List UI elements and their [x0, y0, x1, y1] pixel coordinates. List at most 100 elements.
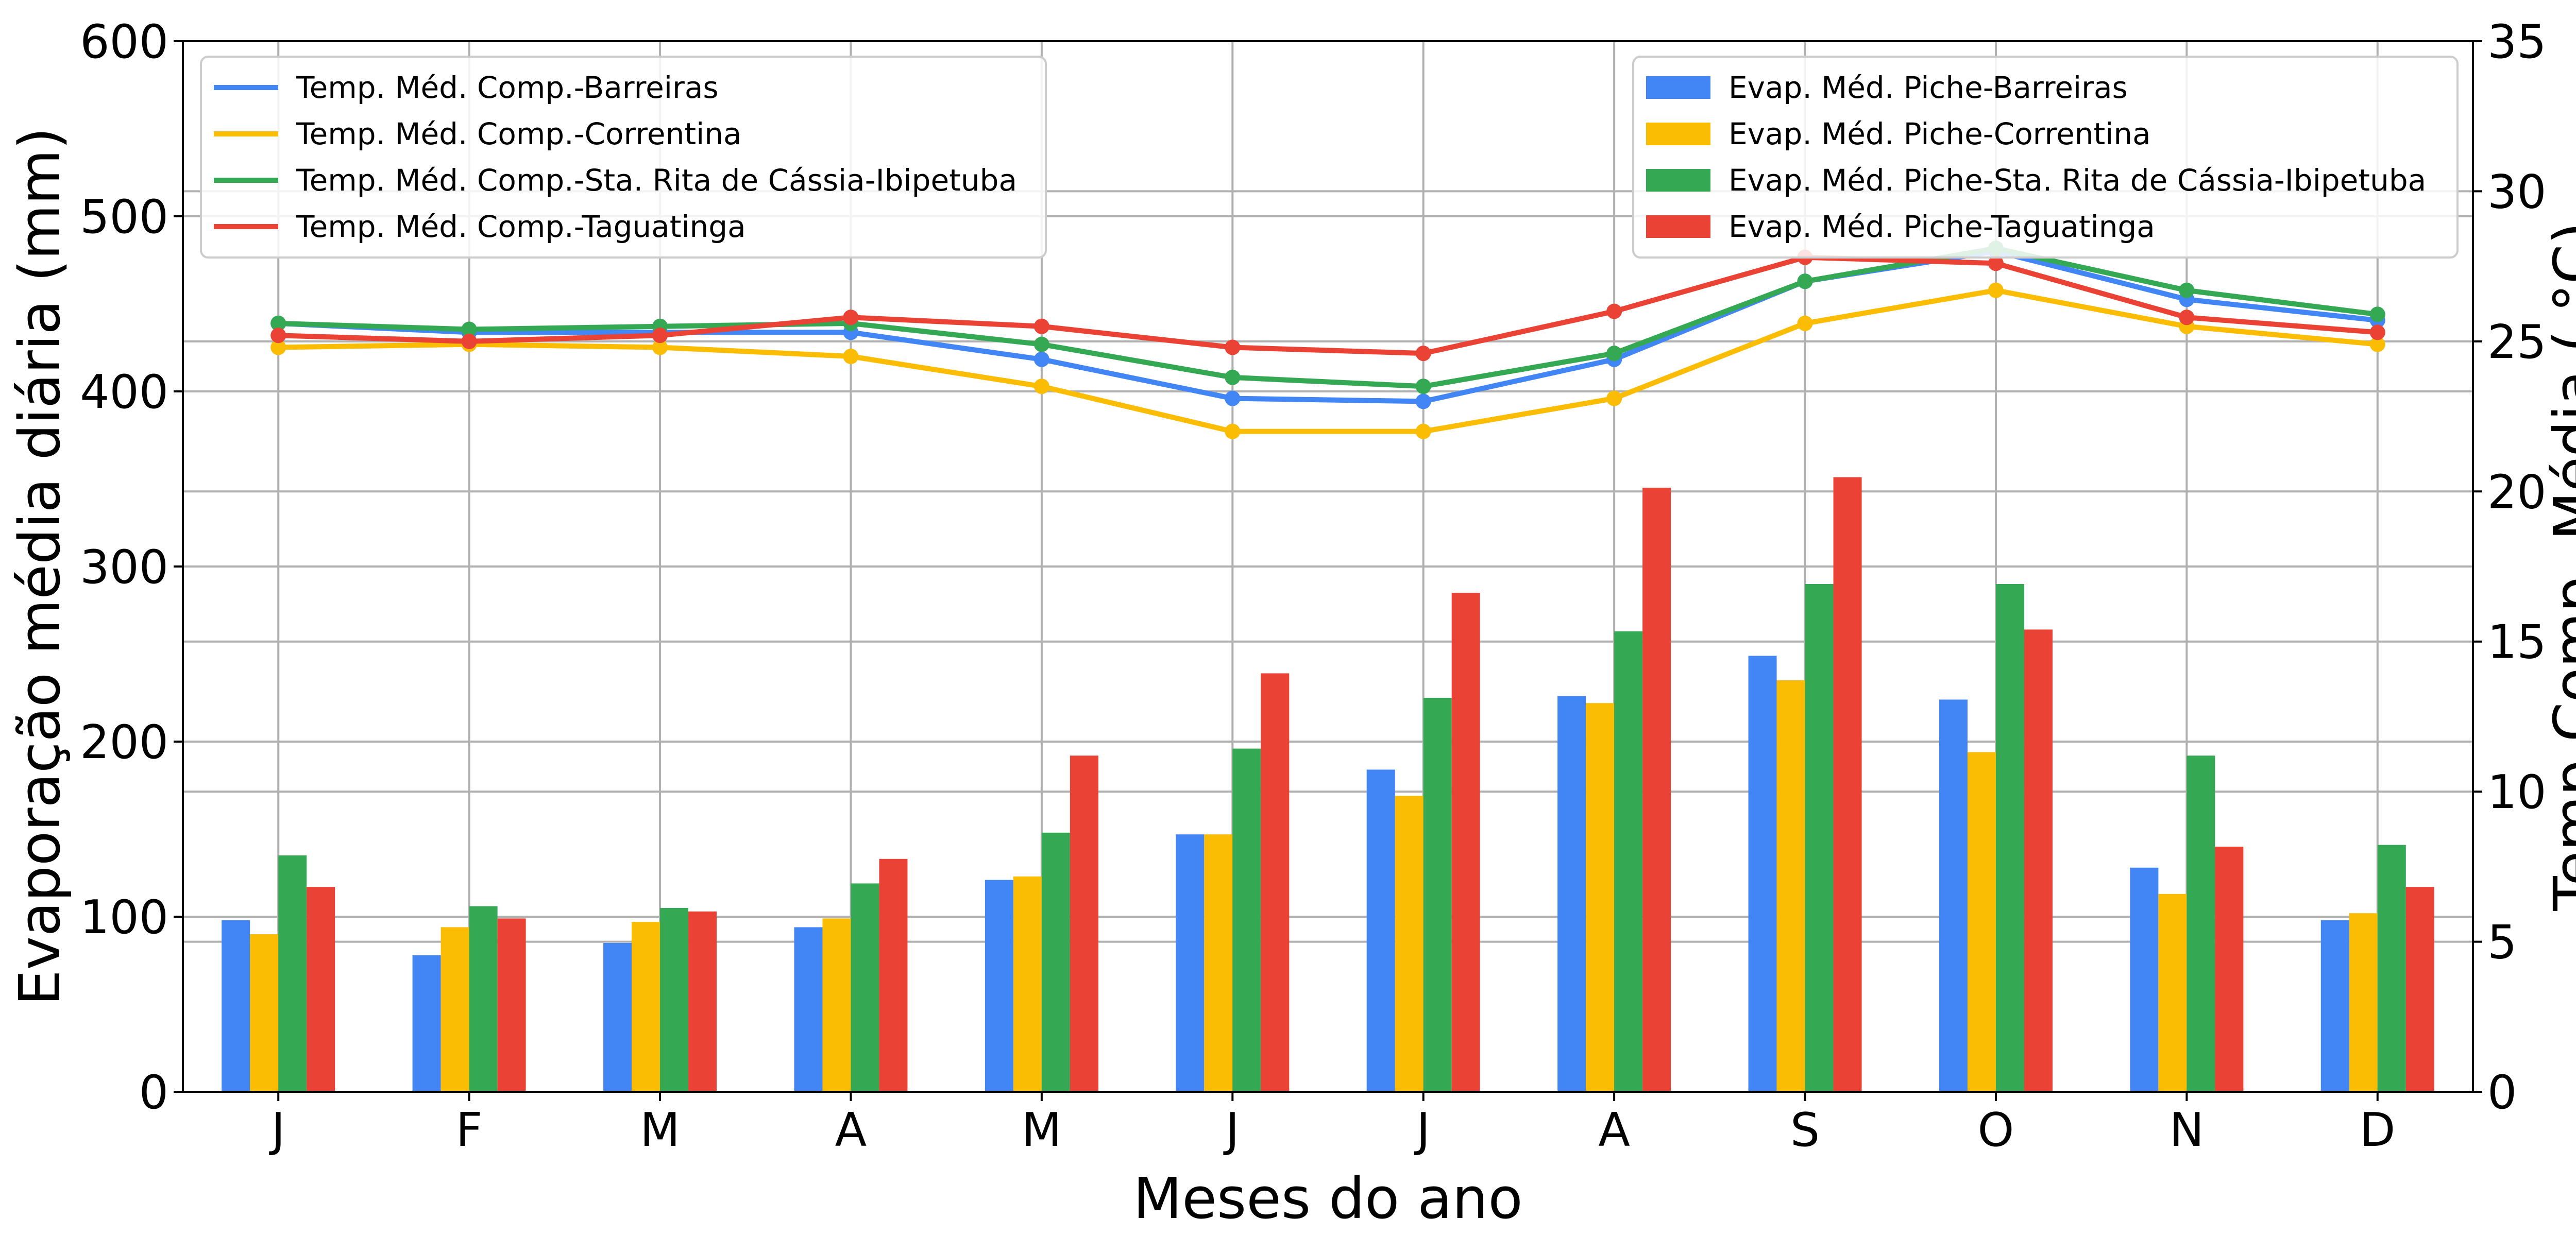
line-point [1988, 255, 2004, 271]
x-tick-label: A [835, 1103, 867, 1157]
line-point [1225, 423, 1241, 439]
bar [985, 880, 1013, 1092]
y-left-tick-label: 300 [80, 540, 168, 594]
bar [2024, 629, 2053, 1092]
legend-label: Temp. Méd. Comp.-Correntina [296, 116, 742, 151]
y-right-tick-label: 15 [2487, 615, 2547, 670]
bar [222, 920, 250, 1092]
line-point [652, 328, 668, 344]
bar [2158, 894, 2187, 1092]
y-right-tick-label: 20 [2487, 465, 2547, 519]
y-left-tick-label: 400 [80, 365, 168, 419]
legend-bars: Evap. Méd. Piche-Barreiras Evap. Méd. Pic… [1632, 56, 2459, 259]
line-point [270, 328, 286, 344]
x-tick-label: F [456, 1103, 483, 1157]
legend-label: Temp. Méd. Comp.-Taguatinga [296, 209, 746, 244]
line-point [461, 321, 477, 337]
line-point [1415, 346, 1431, 362]
y-right-tick-label: 10 [2487, 765, 2547, 819]
line-point [1606, 303, 1622, 319]
line-point [1415, 379, 1431, 394]
bar [1557, 696, 1586, 1092]
series-line [278, 287, 2378, 434]
line-point [1606, 390, 1622, 406]
x-tick-label: J [1414, 1103, 1430, 1157]
bar [250, 934, 279, 1092]
legend-box [1632, 56, 2459, 259]
bar [2320, 920, 2349, 1092]
line-point [2369, 324, 2385, 340]
legend-label: Temp. Méd. Comp.-Sta. Rita de Cássia-Ibi… [296, 163, 1017, 198]
line-point [2179, 310, 2195, 325]
bar [1041, 832, 1070, 1092]
bar [497, 918, 526, 1092]
bar [1805, 584, 1834, 1092]
y-left-tick-label: 0 [139, 1066, 168, 1120]
legend-label: Evap. Méd. Piche-Correntina [1728, 116, 2151, 151]
line-point [270, 339, 286, 355]
series-line [278, 254, 2378, 356]
x-tick-label: N [2170, 1103, 2204, 1157]
bar [1451, 593, 1480, 1092]
legend-box [200, 56, 1047, 259]
bar [2349, 913, 2378, 1092]
bar [1776, 680, 1805, 1092]
bar [307, 887, 335, 1092]
bar [1232, 748, 1261, 1092]
bar [1642, 488, 1671, 1092]
x-tick-label: M [640, 1103, 680, 1157]
line-point [270, 315, 286, 331]
bar [851, 883, 879, 1092]
bar [1995, 584, 2024, 1092]
line-point [843, 310, 859, 325]
bar [2187, 756, 2215, 1092]
y-right-tick-label: 30 [2487, 165, 2547, 219]
legend-label: Evap. Méd. Piche-Barreiras [1728, 70, 2128, 105]
bar [794, 927, 823, 1092]
y-left-tick-label: 500 [80, 190, 168, 244]
x-tick-label: O [1978, 1103, 2014, 1157]
legend-swatch-bar [1646, 123, 1710, 145]
x-tick-label: J [269, 1103, 285, 1157]
bar [412, 955, 441, 1092]
line-point [843, 349, 859, 364]
bar [2377, 845, 2406, 1092]
legend-swatch-bar [1646, 215, 1710, 238]
bar [1070, 756, 1098, 1092]
y-axis-left-label: Evaporação média diária (mm) [7, 127, 73, 1006]
line-point [2369, 306, 2385, 322]
line-point [2369, 336, 2385, 352]
line-point [1225, 390, 1241, 406]
y-right-tick-label: 0 [2487, 1066, 2517, 1120]
bar [660, 908, 689, 1092]
line-point [1225, 369, 1241, 385]
line-point [1225, 339, 1241, 355]
x-tick-label: D [2360, 1103, 2395, 1157]
bar [1586, 703, 1615, 1092]
x-tick-label: A [1598, 1103, 1630, 1157]
line-point [1033, 379, 1049, 394]
y-right-tick-label: 25 [2487, 315, 2547, 369]
y-right-tick-label: 35 [2487, 15, 2547, 69]
bar [1423, 698, 1452, 1092]
y-right-tick-label: 5 [2487, 916, 2517, 970]
bar [278, 855, 307, 1092]
bar [632, 922, 660, 1092]
bar [2215, 847, 2244, 1092]
bar-layer [222, 477, 2434, 1092]
legend-lines: Temp. Méd. Comp.-Barreiras Temp. Méd. Com… [200, 56, 1047, 259]
legend-swatch-bar [1646, 169, 1710, 192]
y-left-tick-label: 600 [80, 15, 168, 69]
bar [1939, 699, 1968, 1092]
bar [822, 918, 851, 1092]
line-point [1797, 315, 1813, 331]
bar [879, 859, 908, 1092]
y-left-tick-label: 100 [80, 890, 168, 945]
legend-swatch-bar [1646, 76, 1710, 99]
bar [1748, 656, 1777, 1092]
bar [1176, 834, 1205, 1092]
line-point [1415, 423, 1431, 439]
bar [469, 906, 498, 1092]
y-left-tick-label: 200 [80, 715, 168, 769]
line-point [1797, 273, 1813, 289]
